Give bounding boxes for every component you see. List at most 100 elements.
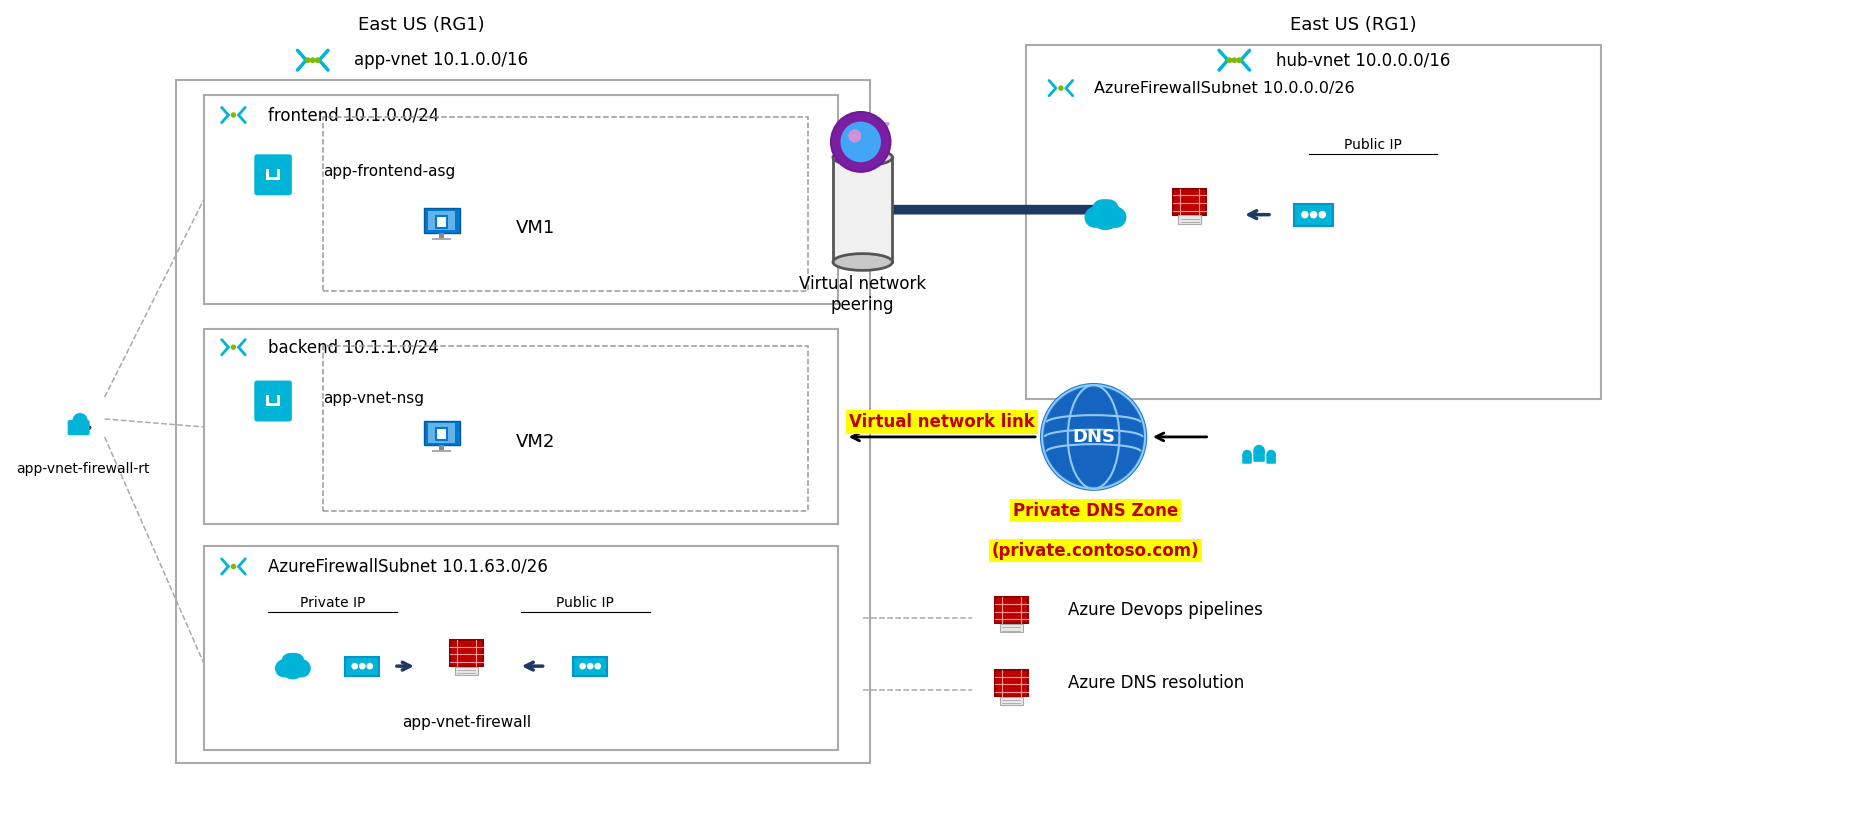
Bar (993, 597, 1027, 623)
Bar (204, 95, 838, 305)
FancyBboxPatch shape (253, 153, 293, 197)
Text: Azure DNS resolution: Azure DNS resolution (1068, 674, 1244, 692)
Bar (435, 428, 448, 440)
Bar (427, 423, 455, 442)
Circle shape (587, 663, 592, 669)
Text: VM1: VM1 (516, 219, 555, 237)
Circle shape (232, 113, 236, 117)
Bar (266, 395, 280, 406)
Bar (1177, 215, 1201, 224)
Text: app-vnet 10.1.0.0/16: app-vnet 10.1.0.0/16 (355, 52, 527, 69)
Circle shape (293, 660, 310, 676)
Bar (993, 670, 1027, 696)
Text: app-vnet-firewall-rt: app-vnet-firewall-rt (17, 462, 150, 476)
FancyBboxPatch shape (1253, 451, 1265, 462)
Text: backend 10.1.1.0/24: backend 10.1.1.0/24 (267, 338, 438, 356)
Circle shape (1253, 446, 1263, 455)
Bar (269, 396, 277, 403)
Text: Private DNS Zone: Private DNS Zone (1012, 502, 1177, 520)
Text: Virtual network
peering: Virtual network peering (799, 275, 927, 314)
Text: (private.contoso.com): (private.contoso.com) (992, 541, 1200, 559)
Bar (1172, 188, 1205, 215)
Text: DNS: DNS (1071, 428, 1114, 446)
Circle shape (839, 121, 880, 162)
Text: AzureFirewallSubnet 10.1.63.0/26: AzureFirewallSubnet 10.1.63.0/26 (267, 558, 548, 576)
Circle shape (830, 112, 890, 172)
Circle shape (280, 654, 305, 679)
Circle shape (594, 663, 600, 669)
Circle shape (1105, 207, 1125, 227)
Circle shape (306, 58, 310, 62)
Text: Virtual network link: Virtual network link (849, 413, 1034, 431)
Ellipse shape (832, 149, 891, 165)
Bar (176, 80, 869, 762)
Bar (323, 346, 808, 511)
Circle shape (849, 129, 862, 143)
Text: VM2: VM2 (516, 433, 555, 451)
Bar (438, 445, 444, 450)
Circle shape (1231, 58, 1235, 62)
Circle shape (1092, 200, 1109, 217)
Bar (431, 238, 451, 240)
Bar (323, 117, 808, 292)
Circle shape (1058, 86, 1062, 90)
Circle shape (1227, 58, 1231, 62)
Circle shape (232, 345, 236, 349)
Text: East US (RG1): East US (RG1) (358, 16, 485, 34)
Bar (435, 215, 448, 228)
Bar (574, 657, 607, 676)
Bar (423, 208, 459, 233)
Circle shape (316, 58, 319, 62)
Bar (204, 545, 838, 750)
Circle shape (282, 654, 297, 668)
Circle shape (1302, 211, 1307, 218)
Text: AzureFirewallSubnet 10.0.0.0/26: AzureFirewallSubnet 10.0.0.0/26 (1094, 80, 1354, 96)
Circle shape (1266, 450, 1274, 459)
Text: app-vnet-nsg: app-vnet-nsg (323, 391, 423, 405)
Text: Private IP: Private IP (299, 596, 366, 610)
Bar (266, 169, 280, 179)
Bar (455, 667, 477, 675)
Bar (1025, 45, 1601, 399)
Bar (999, 624, 1023, 632)
Text: app-vnet-firewall: app-vnet-firewall (401, 716, 531, 731)
Bar (832, 157, 891, 262)
Circle shape (290, 654, 303, 668)
Circle shape (72, 414, 87, 428)
FancyBboxPatch shape (253, 379, 293, 423)
Bar (345, 657, 379, 676)
Circle shape (1090, 200, 1120, 229)
FancyBboxPatch shape (1266, 455, 1276, 464)
Text: East US (RG1): East US (RG1) (1289, 16, 1415, 34)
Circle shape (1318, 211, 1324, 218)
Text: frontend 10.1.0.0/24: frontend 10.1.0.0/24 (267, 106, 438, 124)
Text: Azure Devops pipelines: Azure Devops pipelines (1068, 601, 1263, 619)
Circle shape (368, 663, 371, 669)
Circle shape (275, 660, 292, 676)
Bar (431, 450, 451, 452)
Circle shape (1042, 385, 1144, 489)
Circle shape (1101, 200, 1118, 217)
Text: Public IP: Public IP (555, 596, 615, 610)
Circle shape (579, 663, 585, 669)
Circle shape (360, 663, 364, 669)
Bar (423, 420, 459, 446)
Circle shape (1242, 450, 1250, 459)
Circle shape (232, 564, 236, 568)
Circle shape (1309, 211, 1317, 218)
Circle shape (1084, 207, 1105, 227)
Text: app-frontend-asg: app-frontend-asg (323, 165, 455, 179)
Circle shape (310, 58, 314, 62)
Text: hub-vnet 10.0.0.0/16: hub-vnet 10.0.0.0/16 (1276, 52, 1450, 69)
Bar (449, 640, 483, 666)
Bar (427, 211, 455, 230)
FancyBboxPatch shape (1242, 455, 1252, 464)
Circle shape (353, 663, 357, 669)
Bar (438, 233, 444, 238)
Bar (204, 329, 838, 523)
Circle shape (1237, 58, 1240, 62)
FancyBboxPatch shape (67, 420, 89, 435)
Bar (1292, 204, 1333, 225)
Bar (269, 169, 277, 177)
Text: Public IP: Public IP (1343, 138, 1402, 152)
